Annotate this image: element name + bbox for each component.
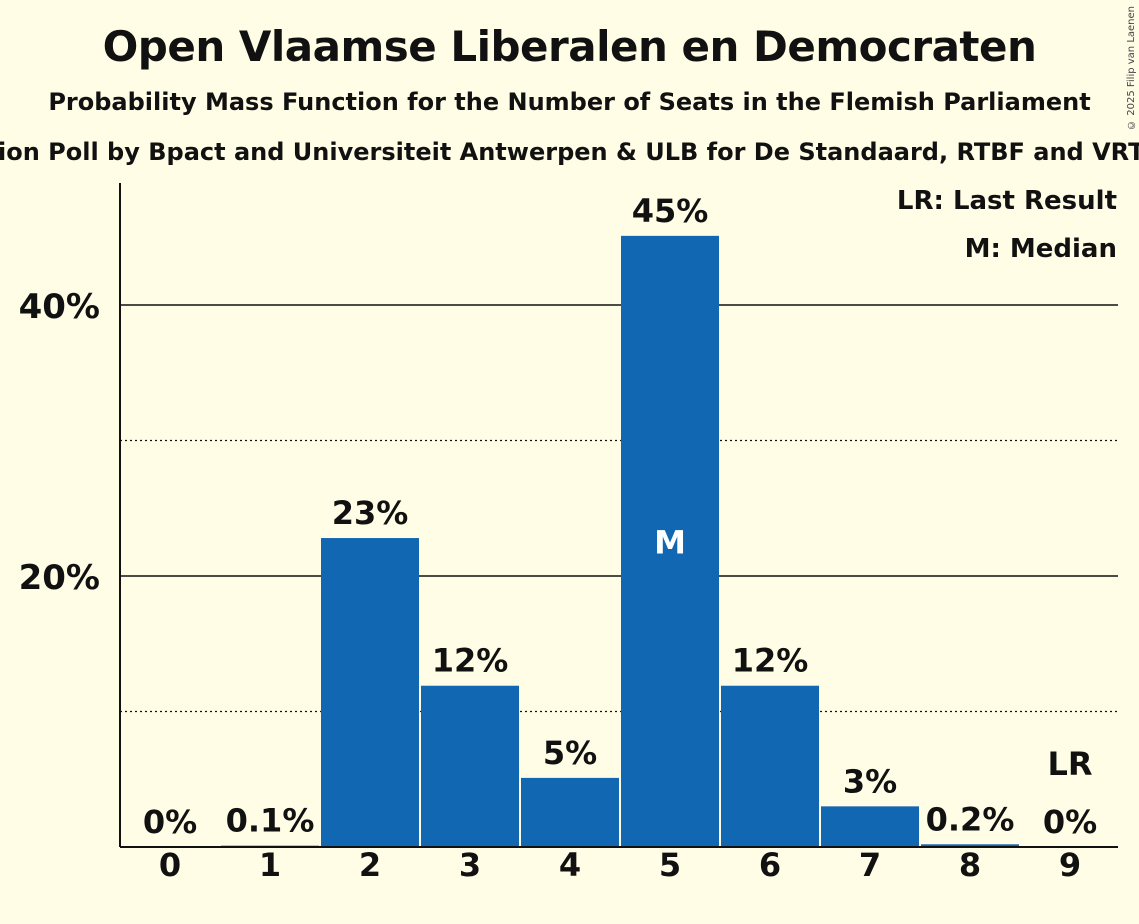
x-tick-label: 5 xyxy=(659,846,681,884)
x-tick-label: 4 xyxy=(559,846,581,884)
bar-seat-6 xyxy=(721,685,819,847)
bar-value-label: 3% xyxy=(843,762,897,800)
x-tick-label: 0 xyxy=(159,846,181,884)
chart-subtitle: Probability Mass Function for the Number… xyxy=(48,88,1091,116)
bar-value-label: 12% xyxy=(732,642,809,680)
y-tick-label: 20% xyxy=(19,558,100,598)
bar-seat-5 xyxy=(621,235,719,847)
legend-median: M: Median xyxy=(964,234,1117,264)
bar-value-label: 23% xyxy=(332,494,409,532)
bar-seat-7 xyxy=(821,806,919,847)
bar-seat-2 xyxy=(321,538,419,847)
last-result-marker: LR xyxy=(1047,745,1092,783)
bar-seat-4 xyxy=(521,777,619,847)
bar-value-label: 12% xyxy=(432,642,509,680)
x-tick-label: 7 xyxy=(859,846,881,884)
y-tick-label: 40% xyxy=(19,287,100,327)
bar-value-label: 0% xyxy=(1043,803,1097,841)
x-tick-label: 9 xyxy=(1059,846,1081,884)
x-tick-label: 1 xyxy=(259,846,281,884)
bar-value-label: 0% xyxy=(143,803,197,841)
bar-value-label: 0.1% xyxy=(226,802,315,840)
x-tick-label: 6 xyxy=(759,846,781,884)
bar-value-label: 45% xyxy=(632,192,709,230)
bar-seat-8 xyxy=(921,844,1019,847)
legend-last-result: LR: Last Result xyxy=(896,186,1117,216)
bar-value-label: 0.2% xyxy=(926,800,1015,838)
chart-title: Open Vlaamse Liberalen en Democraten xyxy=(102,22,1037,71)
x-tick-label: 8 xyxy=(959,846,981,884)
x-tick-label: 2 xyxy=(359,846,381,884)
bar-seat-3 xyxy=(421,685,519,847)
bar-value-label: 5% xyxy=(543,734,597,772)
subtitle2-clip: Opinion Poll by Bpact and Universiteit A… xyxy=(0,130,1139,170)
chart-source-subtitle: Opinion Poll by Bpact and Universiteit A… xyxy=(0,138,1139,166)
x-tick-label: 3 xyxy=(459,846,481,884)
median-marker: M xyxy=(654,523,686,561)
